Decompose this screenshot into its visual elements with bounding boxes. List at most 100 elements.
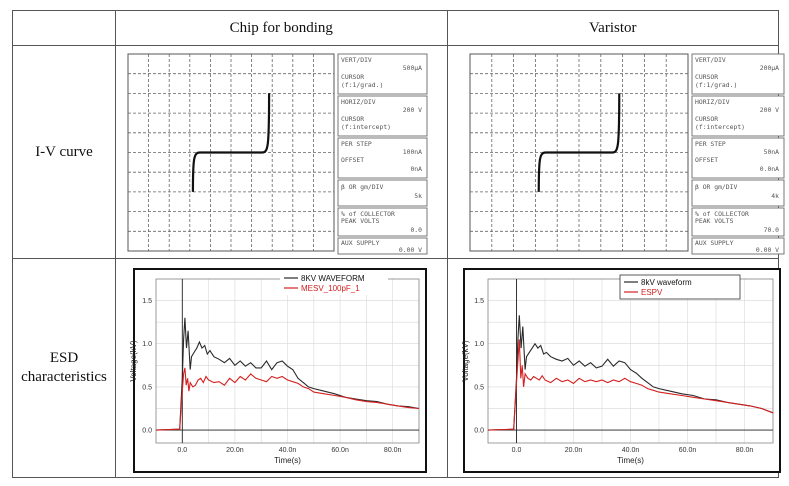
y-tick-label: 0.0 — [474, 428, 484, 435]
readout-box-2 — [337, 95, 428, 137]
x-axis-label: Time(s) — [617, 456, 644, 465]
vert-div-label: VERT/DIV — [341, 56, 372, 64]
curve-tracer-grid — [127, 53, 335, 252]
collector-label-2: PEAK VOLTS — [341, 217, 380, 225]
y-axis-label: Voltage(kV) — [129, 340, 138, 382]
offset-value: 0.0nA — [759, 165, 778, 173]
x-tick-label: 40.0n — [621, 447, 639, 454]
horiz-div-label: HORIZ/DIV — [695, 98, 730, 106]
x-axis-label: Time(s) — [274, 456, 301, 465]
readout-box-5 — [337, 207, 428, 237]
row-label-esd: ESD characteristics — [12, 258, 116, 478]
x-tick-label: 60.0n — [678, 447, 696, 454]
y-tick-label: 1.0 — [474, 341, 484, 348]
cursor2-label: CURSOR — [695, 115, 718, 123]
horiz-div-value: 200 V — [759, 106, 778, 114]
iv-curve-label: I-V curve — [35, 143, 93, 160]
row-label-iv-curve: I-V curve — [12, 45, 116, 259]
cursor2-sub: (f:intercept) — [341, 123, 391, 131]
header-chip-for-bonding: Chip for bonding — [115, 10, 448, 46]
cursor1-label: CURSOR — [695, 73, 718, 81]
x-tick-label: 20.0n — [226, 447, 244, 454]
series-line-2 — [155, 367, 420, 431]
comparison-table: Chip for bonding Varistor I-V curve VERT… — [12, 10, 784, 478]
readout-box-6 — [691, 237, 784, 255]
legend — [619, 274, 740, 300]
aux-supply-value: 0.00 V — [755, 246, 778, 254]
series-line-1 — [487, 315, 773, 431]
beta-label: β OR gm/DIV — [341, 183, 383, 191]
beta-value: 5k — [414, 192, 422, 200]
y-tick-label: 1.0 — [142, 341, 152, 348]
x-tick-label: 60.0n — [331, 447, 349, 454]
per-step-value: 100nA — [403, 148, 422, 156]
legend — [280, 271, 388, 295]
cursor1-sub: (f:1/grad.) — [695, 81, 737, 89]
y-tick-label: 0.5 — [142, 384, 152, 391]
esd-varistor-cell: 0.0 20.0n 40.0n 60.0n 80.0n 0.0 0.5 1.0 1.5 Time(… — [446, 258, 781, 478]
offset-value: 0nA — [410, 165, 422, 173]
readout-box-4 — [337, 179, 428, 207]
cursor1-sub: (f:1/grad.) — [341, 81, 383, 89]
collector-label-1: % of COLLECTOR — [695, 210, 749, 218]
x-tick-label: 80.0n — [735, 447, 753, 454]
series-line-2 — [487, 339, 773, 431]
x-tick-label: 0.0 — [177, 447, 187, 454]
vert-div-value: 500µA — [403, 64, 422, 72]
x-tick-label: 20.0n — [564, 447, 582, 454]
cursor2-label: CURSOR — [341, 115, 364, 123]
legend-label: MESV_100pF_1 — [301, 284, 360, 293]
aux-supply-value: 0.00 V — [399, 246, 422, 254]
x-tick-label: 0.0 — [511, 447, 521, 454]
beta-value: 4k — [771, 192, 779, 200]
readout-box-2 — [691, 95, 784, 137]
readout-box-6 — [337, 237, 428, 255]
esd-chart-chip: 0.0 20.0n 40.0n 60.0n 80.0n 0.0 0.5 1.0 1.5 Time(… — [129, 268, 427, 473]
iv-curve-chip-cell: VERT/DIV 500µA CURSOR (f:1/grad.) HORIZ/… — [115, 45, 448, 259]
horiz-div-label: HORIZ/DIV — [341, 98, 376, 106]
y-tick-label: 0.5 — [474, 384, 484, 391]
aux-supply-label: AUX SUPPLY — [341, 239, 380, 247]
iv-trace — [191, 93, 271, 192]
x-tick-label: 40.0n — [279, 447, 297, 454]
readout-box-3 — [691, 137, 784, 179]
y-tick-label: 1.5 — [142, 298, 152, 305]
chart-frame — [133, 268, 427, 473]
collector-value: 0.0 — [410, 226, 422, 234]
aux-supply-label: AUX SUPPLY — [695, 239, 734, 247]
y-tick-label: 1.5 — [474, 298, 484, 305]
readout-box-1 — [337, 53, 428, 95]
esd-label-line2: characteristics — [21, 369, 107, 385]
offset-label: OFFSET — [341, 156, 364, 164]
per-step-label: PER STEP — [341, 140, 372, 148]
curve-tracer-readout: VERT/DIV 500µA CURSOR (f:1/grad.) HORIZ/… — [337, 53, 428, 255]
header-corner — [12, 10, 116, 46]
iv-curve-varistor: VERT/DIV 200µA CURSOR (f:1/grad.) HORIZ/… — [469, 53, 784, 255]
cursor2-sub: (f:intercept) — [695, 123, 745, 131]
per-step-value: 50nA — [763, 148, 779, 156]
series-line-1 — [155, 317, 420, 431]
readout-box-5 — [691, 207, 784, 237]
esd-label-line1: ESD — [49, 350, 79, 366]
vert-div-value: 200µA — [759, 64, 778, 72]
legend-label: 8KV WAVEFORM — [301, 274, 365, 283]
beta-label: β OR gm/DIV — [695, 183, 737, 191]
readout-box-4 — [691, 179, 784, 207]
iv-trace — [537, 93, 620, 192]
esd-chip-cell: 0.0 20.0n 40.0n 60.0n 80.0n 0.0 0.5 1.0 1.5 Time(… — [115, 258, 448, 478]
collector-value: 70.0 — [763, 226, 779, 234]
per-step-label: PER STEP — [695, 140, 726, 148]
header-varistor: Varistor — [446, 10, 779, 46]
cursor1-label: CURSOR — [341, 73, 364, 81]
y-tick-label: 0.0 — [142, 428, 152, 435]
y-axis-label: Voltage(kV) — [461, 340, 470, 382]
chart-frame — [462, 268, 781, 473]
iv-curve-chip: VERT/DIV 500µA CURSOR (f:1/grad.) HORIZ/… — [127, 53, 428, 255]
legend-label: ESPV — [641, 288, 663, 297]
iv-curve-varistor-cell: VERT/DIV 200µA CURSOR (f:1/grad.) HORIZ/… — [446, 45, 784, 259]
collector-label-2: PEAK VOLTS — [695, 217, 734, 225]
readout-box-1 — [691, 53, 784, 95]
offset-label: OFFSET — [695, 156, 718, 164]
x-tick-label: 80.0n — [384, 447, 402, 454]
esd-chart-varistor: 0.0 20.0n 40.0n 60.0n 80.0n 0.0 0.5 1.0 1.5 Time(… — [461, 268, 781, 473]
